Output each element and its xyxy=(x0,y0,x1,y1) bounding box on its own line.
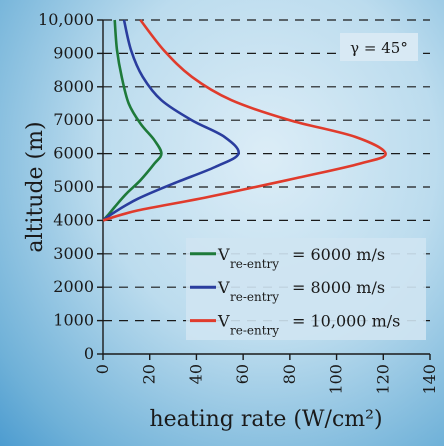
x-tick-label-1: 20 xyxy=(140,364,159,384)
y-tick-label-5: 5000 xyxy=(53,177,94,196)
legend-value-2: = 10,000 m/s xyxy=(292,312,400,331)
legend-subscript-2: re-entry xyxy=(230,324,279,338)
x-tick-label-5: 100 xyxy=(327,364,346,395)
series-line-1 xyxy=(102,19,240,222)
y-tick-label-9: 9000 xyxy=(53,43,94,62)
x-tick-label-4: 80 xyxy=(280,364,299,384)
y-tick-label-7: 7000 xyxy=(53,110,94,129)
legend-symbol-2: V xyxy=(217,312,230,331)
series-lines xyxy=(102,19,387,222)
x-axis-title: heating rate (W/cm²) xyxy=(149,407,382,432)
grid-lines xyxy=(103,19,430,322)
x-tick-label-6: 120 xyxy=(373,364,392,395)
x-tick-label-0: 0 xyxy=(93,364,112,374)
legend-subscript-0: re-entry xyxy=(230,257,279,271)
y-axis-title: altitude (m) xyxy=(23,121,48,252)
y-tick-label-0: 0 xyxy=(84,344,94,363)
series-line-2 xyxy=(102,19,387,222)
y-tick-label-10: 10,000 xyxy=(38,10,94,29)
series-line-0 xyxy=(102,19,163,222)
x-tick-label-2: 40 xyxy=(186,364,205,384)
y-tick-label-8: 8000 xyxy=(53,77,94,96)
y-tick-label-2: 2000 xyxy=(53,277,94,296)
annotation: γ = 45° xyxy=(340,33,418,61)
x-tick-label-3: 60 xyxy=(233,364,252,384)
legend-background xyxy=(186,238,426,340)
axes xyxy=(97,19,431,360)
legend-symbol-1: V xyxy=(217,278,230,297)
legend-value-1: = 8000 m/s xyxy=(292,278,385,297)
y-tick-label-1: 1000 xyxy=(53,311,94,330)
x-tick-label-7: 140 xyxy=(420,364,439,395)
y-tick-label-6: 6000 xyxy=(53,144,94,163)
tick-labels: 010002000300040005000600070008000900010,… xyxy=(38,10,439,395)
legend-value-0: = 6000 m/s xyxy=(292,245,385,264)
legend-symbol-0: V xyxy=(217,245,230,264)
y-tick-label-3: 3000 xyxy=(53,244,94,263)
annotation-text: γ = 45° xyxy=(350,39,408,57)
legend-subscript-1: re-entry xyxy=(230,290,279,304)
annotation-box xyxy=(340,33,418,61)
y-tick-label-4: 4000 xyxy=(53,210,94,229)
